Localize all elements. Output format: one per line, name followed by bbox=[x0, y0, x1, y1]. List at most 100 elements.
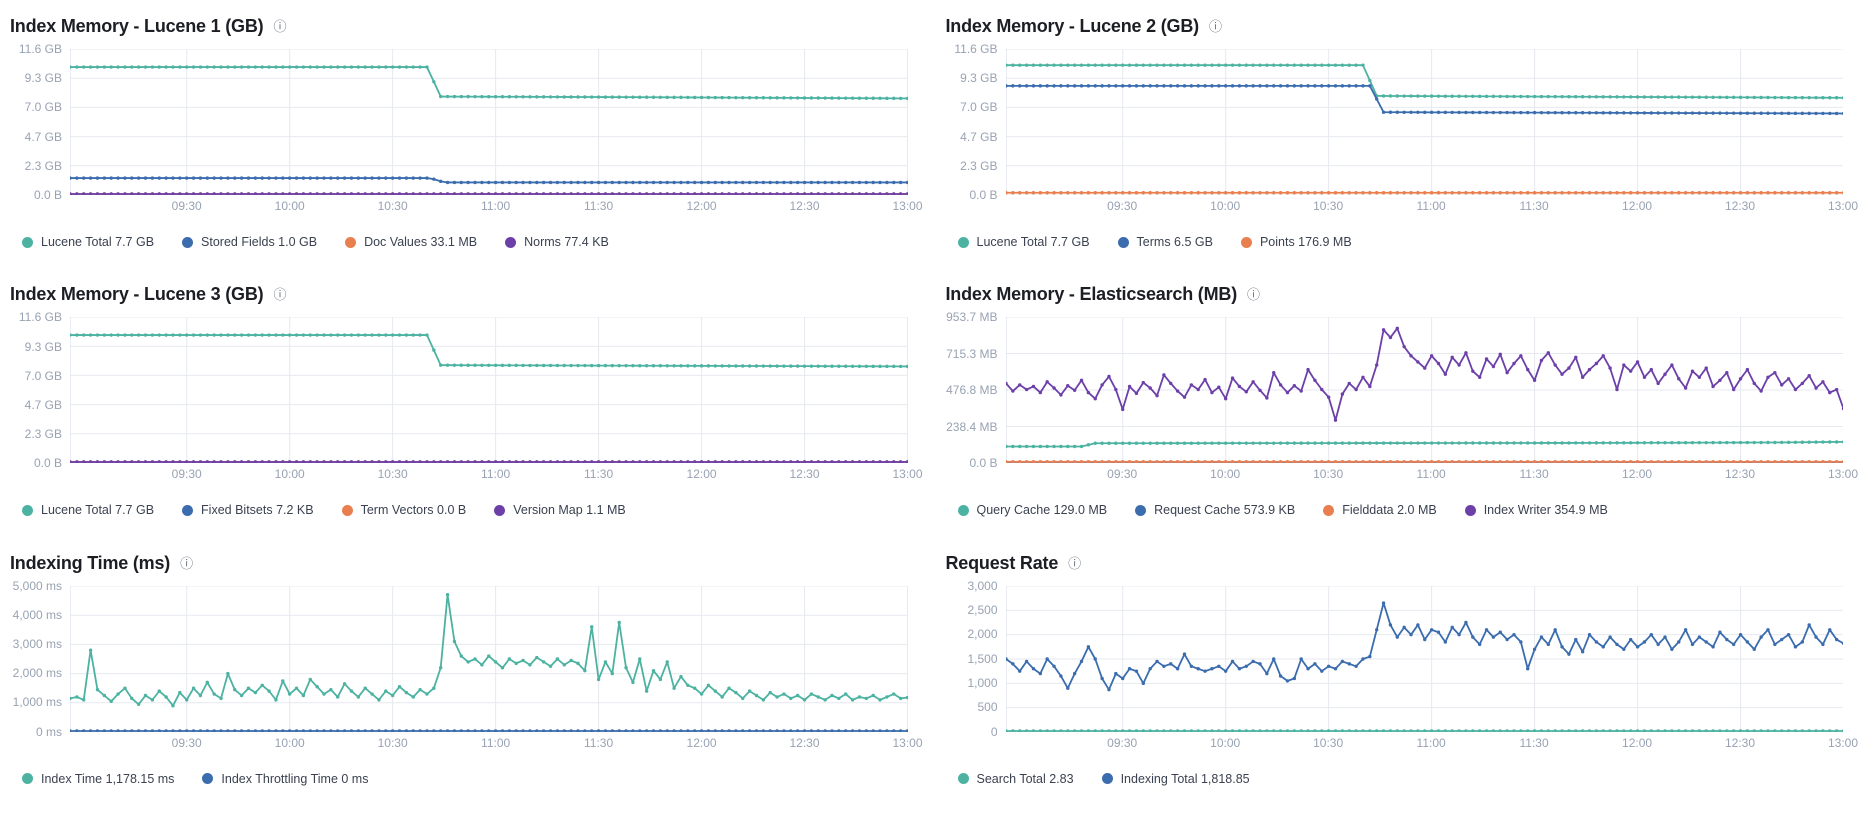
legend-dot-icon bbox=[22, 504, 33, 516]
legend-item-index-throttling-time[interactable]: Index Throttling Time 0 ms bbox=[202, 772, 368, 786]
chart-area: 11.6 GB 9.3 GB 7.0 GB 4.7 GB 2.3 GB 0.0 B bbox=[10, 42, 908, 202]
y-axis-label: 4.7 GB bbox=[24, 129, 62, 144]
info-icon[interactable]: ⓘ bbox=[273, 19, 287, 34]
legend-item-lucene-total[interactable]: Lucene Total 7.7 GB bbox=[22, 235, 154, 249]
x-axis-label: 11:30 bbox=[584, 199, 614, 213]
legend-label: Doc Values 33.1 MB bbox=[364, 235, 478, 249]
legend-label: Request Cache 573.9 KB bbox=[1154, 503, 1296, 518]
legend-item-request-cache[interactable]: Request Cache 573.9 KB bbox=[1135, 503, 1295, 517]
legend-item-query-cache[interactable]: Query Cache 129.0 MB bbox=[957, 503, 1107, 517]
plot-canvas[interactable] bbox=[70, 317, 908, 463]
legend-dot-icon bbox=[1135, 504, 1147, 516]
legend: Lucene Total 7.7 GB Terms 6.5 GB Points 17… bbox=[957, 235, 1844, 249]
y-axis-label: 2,000 ms bbox=[12, 666, 62, 681]
series-markers-index-writer bbox=[1006, 329, 1844, 421]
legend-label: Stored Fields 1.0 GB bbox=[201, 235, 318, 249]
info-icon[interactable]: ⓘ bbox=[1246, 287, 1260, 303]
x-axis-label: 09:30 bbox=[171, 199, 202, 213]
x-axis-label: 11:00 bbox=[481, 735, 511, 750]
plot-canvas[interactable] bbox=[1006, 317, 1844, 463]
x-axis: 09:30 10:00 10:30 11:00 11:30 12:00 12:30 13:00 bbox=[1006, 735, 1858, 754]
info-icon[interactable]: ⓘ bbox=[1068, 555, 1082, 571]
panel-title: Index Memory - Lucene 2 (GB) bbox=[945, 16, 1200, 36]
y-axis-label: 0 bbox=[990, 724, 998, 739]
x-axis-label: 11:30 bbox=[584, 467, 614, 482]
plot-canvas[interactable] bbox=[1006, 586, 1844, 732]
y-axis-label: 7.0 GB bbox=[24, 100, 62, 115]
y-axis-label: 9.3 GB bbox=[24, 71, 62, 86]
x-axis-label: 13:00 bbox=[892, 735, 923, 750]
info-icon[interactable]: ⓘ bbox=[1208, 19, 1222, 34]
panel-index-memory-elasticsearch-mb: Index Memory - Elasticsearch (MB) ⓘ 953.7 … bbox=[946, 276, 1858, 522]
legend-item-indexing-total[interactable]: Indexing Total 1,818.85 bbox=[1101, 772, 1250, 786]
legend-dot-icon bbox=[1464, 504, 1476, 516]
y-axis-label: 1,500 bbox=[967, 651, 998, 666]
x-axis-label: 10:30 bbox=[377, 199, 408, 213]
legend-item-version-map[interactable]: Version Map 1.1 MB bbox=[494, 503, 626, 517]
y-axis-label: 9.3 GB bbox=[24, 339, 62, 354]
y-axis-label: 7.0 GB bbox=[960, 100, 998, 115]
info-icon[interactable]: ⓘ bbox=[180, 555, 194, 571]
series-line-lucene-total bbox=[70, 335, 908, 366]
legend-item-index-time[interactable]: Index Time 1,178.15 ms bbox=[22, 772, 174, 786]
legend-item-doc-values[interactable]: Doc Values 33.1 MB bbox=[345, 235, 477, 249]
legend-item-fielddata[interactable]: Fielddata 2.0 MB bbox=[1323, 503, 1437, 517]
info-icon[interactable]: ⓘ bbox=[273, 287, 287, 303]
y-axis-label: 238.4 MB bbox=[946, 419, 998, 434]
y-axis-label: 476.8 MB bbox=[946, 383, 998, 398]
y-axis: 5,000 ms 4,000 ms 3,000 ms 2,000 ms 1,000 ms… bbox=[10, 579, 70, 739]
x-axis-label: 10:00 bbox=[1210, 199, 1241, 213]
legend: Lucene Total 7.7 GB Fixed Bitsets 7.2 KB T… bbox=[22, 503, 908, 517]
x-axis-label: 12:00 bbox=[1622, 467, 1653, 482]
x-axis-label: 11:30 bbox=[584, 735, 614, 750]
panel-header: Index Memory - Elasticsearch (MB) ⓘ bbox=[946, 284, 1844, 305]
legend-dot-icon bbox=[957, 504, 969, 516]
legend-item-points[interactable]: Points 176.9 MB bbox=[1240, 235, 1352, 249]
plot-canvas[interactable] bbox=[1006, 49, 1844, 195]
x-axis-label: 13:00 bbox=[1827, 467, 1858, 482]
series-markers-stored-fields bbox=[70, 178, 908, 182]
x-axis: 09:30 10:00 10:30 11:00 11:30 12:00 12:30 13:00 bbox=[70, 199, 923, 217]
y-axis-label: 11.6 GB bbox=[954, 42, 998, 56]
series-markers-lucene-total bbox=[1006, 65, 1844, 98]
legend-item-stored-fields[interactable]: Stored Fields 1.0 GB bbox=[182, 235, 317, 249]
panel-index-memory-lucene-1-gb: Index Memory - Lucene 1 (GB) ⓘ 11.6 GB 9.3 … bbox=[10, 8, 923, 254]
legend: Query Cache 129.0 MB Request Cache 573.9 … bbox=[957, 503, 1844, 517]
x-axis-label: 12:30 bbox=[789, 199, 820, 213]
legend-item-lucene-total[interactable]: Lucene Total 7.7 GB bbox=[22, 503, 154, 517]
panel-request-rate: Request Rate ⓘ 3,000 2,500 2,000 1,500 1,000 50… bbox=[946, 545, 1858, 791]
plot-canvas[interactable] bbox=[70, 49, 908, 195]
y-axis: 11.6 GB 9.3 GB 7.0 GB 4.7 GB 2.3 GB 0.0 B bbox=[10, 310, 70, 470]
legend-label: Points 176.9 MB bbox=[1259, 235, 1352, 249]
plot bbox=[70, 49, 908, 195]
x-axis-label: 09:30 bbox=[171, 467, 202, 482]
legend-item-fixed-bitsets[interactable]: Fixed Bitsets 7.2 KB bbox=[182, 503, 314, 517]
legend-label: Lucene Total 7.7 GB bbox=[41, 235, 155, 249]
panel-index-memory-lucene-2-gb: Index Memory - Lucene 2 (GB) ⓘ 11.6 GB 9.3 … bbox=[946, 8, 1858, 254]
x-axis-label: 11:00 bbox=[1416, 735, 1446, 750]
legend-label: Index Throttling Time 0 ms bbox=[221, 771, 369, 786]
y-axis-label: 11.6 GB bbox=[18, 310, 62, 325]
x-axis-label: 12:30 bbox=[1725, 735, 1756, 750]
y-axis-label: 2.3 GB bbox=[24, 427, 62, 442]
legend-item-terms[interactable]: Terms 6.5 GB bbox=[1117, 235, 1213, 249]
x-axis: 09:30 10:00 10:30 11:00 11:30 12:00 12:30 13:00 bbox=[1006, 467, 1858, 485]
panel-header: Index Memory - Lucene 2 (GB) ⓘ bbox=[946, 16, 1844, 37]
y-axis-label: 9.3 GB bbox=[960, 71, 998, 86]
legend-dot-icon bbox=[1323, 504, 1335, 516]
legend-item-search-total[interactable]: Search Total 2.83 bbox=[957, 772, 1074, 786]
legend-item-term-vectors[interactable]: Term Vectors 0.0 B bbox=[341, 503, 466, 517]
legend-item-lucene-total[interactable]: Lucene Total 7.7 GB bbox=[957, 235, 1090, 249]
y-axis-label: 4,000 ms bbox=[12, 607, 62, 622]
x-axis-label: 09:30 bbox=[1107, 467, 1138, 482]
x-axis-label: 11:30 bbox=[1519, 199, 1549, 213]
y-axis-label: 4.7 GB bbox=[24, 397, 62, 412]
legend-label: Terms 6.5 GB bbox=[1136, 235, 1213, 249]
panel-indexing-time-ms: Indexing Time (ms) ⓘ 5,000 ms 4,000 ms 3,000… bbox=[10, 545, 923, 791]
legend-item-norms[interactable]: Norms 77.4 KB bbox=[505, 235, 609, 249]
legend-item-index-writer[interactable]: Index Writer 354.9 MB bbox=[1464, 503, 1608, 517]
legend-label: Norms 77.4 KB bbox=[524, 235, 609, 249]
plot-canvas[interactable] bbox=[70, 586, 908, 732]
y-axis-label: 2,500 bbox=[967, 602, 998, 617]
x-axis-label: 10:00 bbox=[1210, 467, 1241, 482]
